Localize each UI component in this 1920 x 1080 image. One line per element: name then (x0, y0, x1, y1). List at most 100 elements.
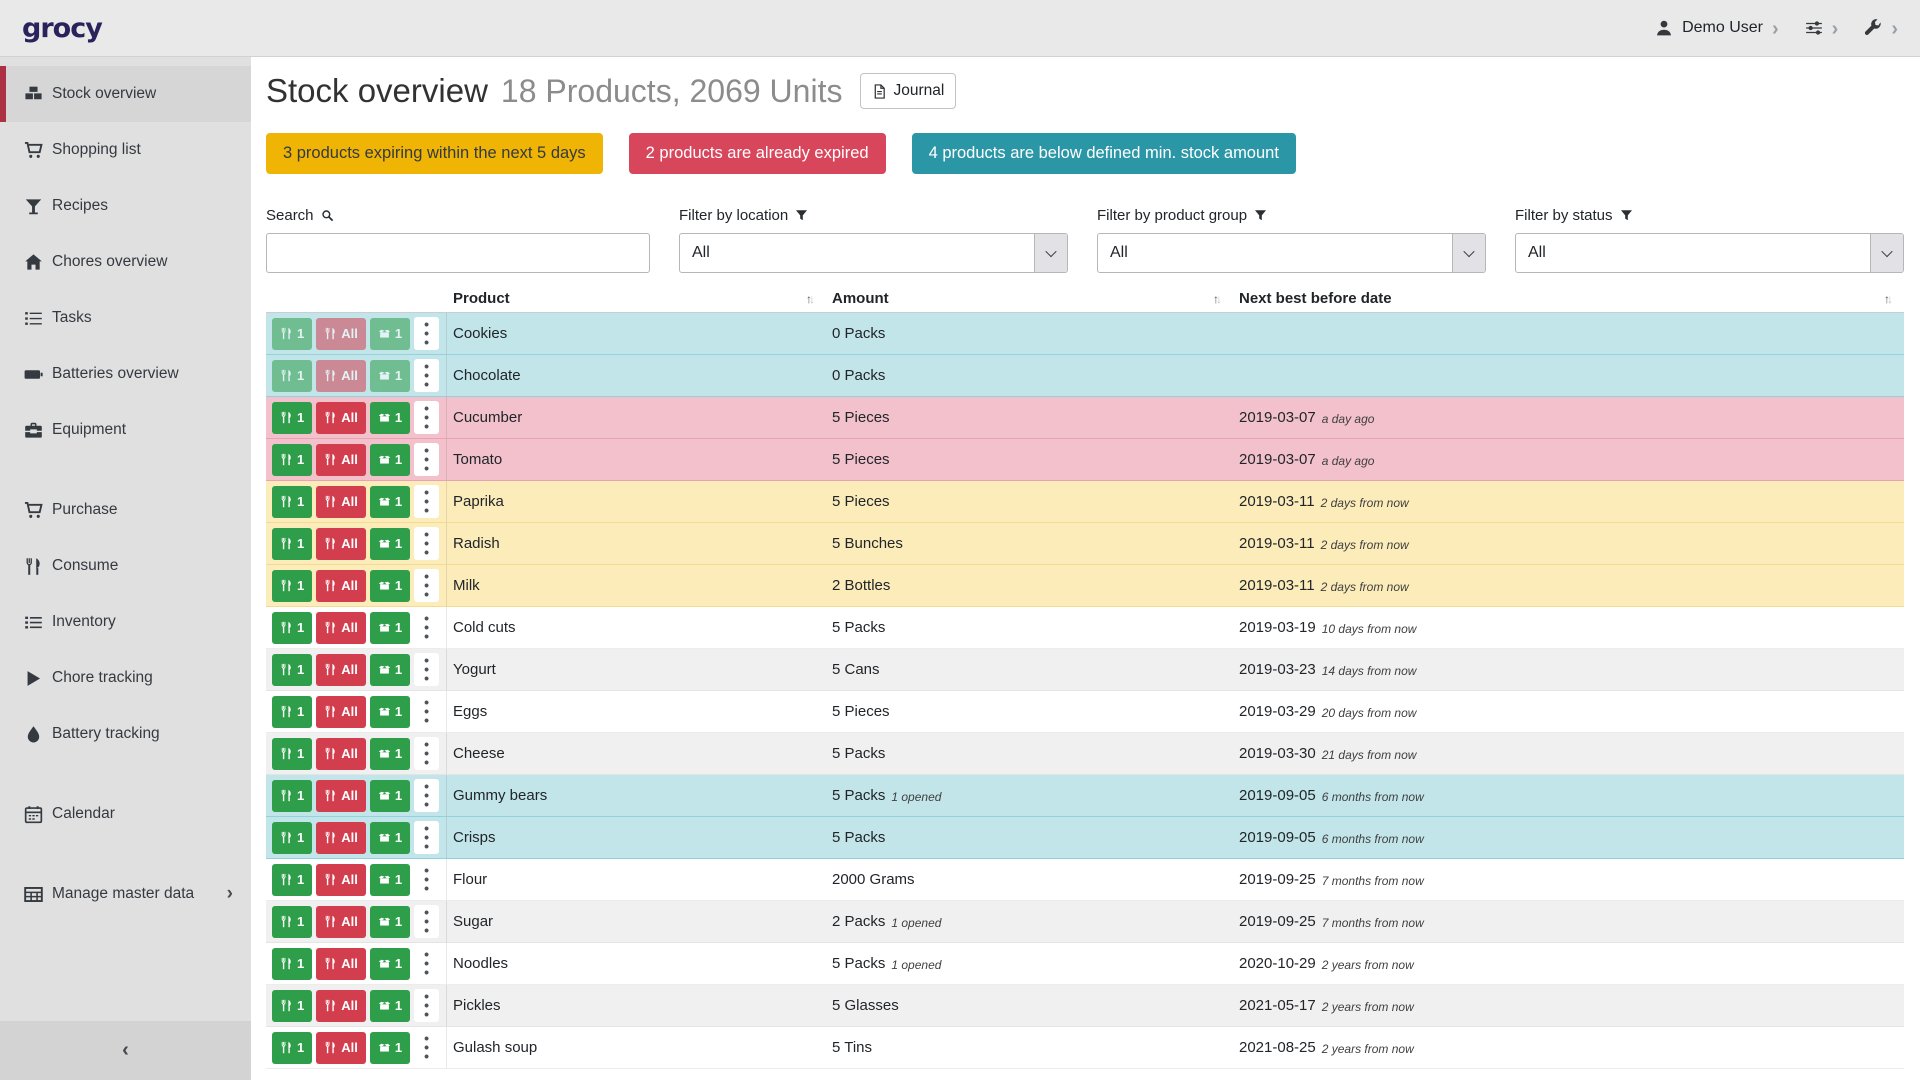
open-one-button[interactable]: 1 (369, 821, 411, 854)
expired-badge[interactable]: 2 products are already expired (628, 133, 886, 174)
consume-all-button[interactable]: All (316, 401, 366, 434)
sidebar-item-consume[interactable]: Consume (0, 538, 251, 594)
grocy-logo[interactable]: grocy (22, 12, 103, 44)
sidebar-item-chores-overview[interactable]: Chores overview (0, 234, 251, 290)
consume-one-button[interactable]: 1 (272, 947, 313, 980)
row-menu-button[interactable]: • • • (414, 820, 440, 854)
sidebar-item-calendar[interactable]: Calendar (0, 786, 251, 842)
consume-all-button[interactable]: All (316, 1031, 366, 1064)
open-one-button[interactable]: 1 (369, 401, 411, 434)
consume-one-button[interactable]: 1 (272, 695, 313, 728)
row-menu-button[interactable]: • • • (414, 862, 440, 896)
admin-menu[interactable]: › (1864, 18, 1898, 39)
sidebar-item-tasks[interactable]: Tasks (0, 290, 251, 346)
open-one-button[interactable]: 1 (369, 947, 411, 980)
row-menu-button[interactable]: • • • (414, 358, 440, 392)
sidebar-item-manage-master-data[interactable]: Manage master data › (0, 866, 251, 922)
consume-one-button[interactable]: 1 (272, 1031, 313, 1064)
sidebar-item-purchase[interactable]: Purchase (0, 482, 251, 538)
open-one-button[interactable]: 1 (369, 863, 411, 896)
search-input[interactable] (266, 233, 650, 273)
consume-one-button[interactable]: 1 (272, 485, 313, 518)
sidebar-item-shopping-list[interactable]: Shopping list (0, 122, 251, 178)
row-menu-button[interactable]: • • • (414, 484, 440, 518)
consume-one-button[interactable]: 1 (272, 779, 313, 812)
row-menu-button[interactable]: • • • (414, 1030, 440, 1064)
consume-all-button[interactable]: All (316, 779, 366, 812)
consume-one-button[interactable]: 1 (272, 359, 313, 392)
sidebar-collapse-button[interactable]: ‹ (0, 1021, 251, 1080)
consume-all-button[interactable]: All (316, 695, 366, 728)
below-min-stock-badge[interactable]: 4 products are below defined min. stock … (911, 133, 1296, 174)
consume-all-button[interactable]: All (316, 485, 366, 518)
open-one-button[interactable]: 1 (369, 527, 411, 560)
open-one-button[interactable]: 1 (369, 1031, 411, 1064)
row-menu-button[interactable]: • • • (414, 694, 440, 728)
consume-all-button[interactable]: All (316, 317, 366, 350)
consume-one-button[interactable]: 1 (272, 443, 313, 476)
sidebar-item-recipes[interactable]: Recipes (0, 178, 251, 234)
row-menu-button[interactable]: • • • (414, 568, 440, 602)
sidebar-item-inventory[interactable]: Inventory (0, 594, 251, 650)
sidebar-item-battery-tracking[interactable]: Battery tracking (0, 706, 251, 762)
consume-one-button[interactable]: 1 (272, 737, 313, 770)
user-menu[interactable]: Demo User › (1655, 18, 1779, 39)
row-menu-button[interactable]: • • • (414, 652, 440, 686)
sidebar-item-batteries-overview[interactable]: Batteries overview (0, 346, 251, 402)
consume-one-button[interactable]: 1 (272, 989, 313, 1022)
consume-one-button[interactable]: 1 (272, 611, 313, 644)
open-one-button[interactable]: 1 (369, 485, 411, 518)
row-menu-button[interactable]: • • • (414, 988, 440, 1022)
row-menu-button[interactable]: • • • (414, 736, 440, 770)
consume-all-button[interactable]: All (316, 821, 366, 854)
row-menu-button[interactable]: • • • (414, 904, 440, 938)
consume-all-button[interactable]: All (316, 947, 366, 980)
settings-menu[interactable]: › (1805, 18, 1838, 39)
consume-all-button[interactable]: All (316, 569, 366, 602)
best-before-column-header[interactable]: Next best before date ↑↓ (1239, 290, 1893, 307)
consume-all-button[interactable]: All (316, 527, 366, 560)
open-one-button[interactable]: 1 (369, 443, 411, 476)
consume-one-button[interactable]: 1 (272, 863, 313, 896)
consume-all-button[interactable]: All (316, 443, 366, 476)
row-menu-button[interactable]: • • • (414, 610, 440, 644)
open-one-button[interactable]: 1 (369, 359, 411, 392)
open-one-button[interactable]: 1 (369, 569, 411, 602)
row-menu-button[interactable]: • • • (414, 778, 440, 812)
sidebar-item-chore-tracking[interactable]: Chore tracking (0, 650, 251, 706)
consume-one-button[interactable]: 1 (272, 653, 313, 686)
consume-all-button[interactable]: All (316, 863, 366, 896)
journal-button[interactable]: Journal (860, 73, 957, 109)
consume-all-button[interactable]: All (316, 989, 366, 1022)
consume-all-button[interactable]: All (316, 359, 366, 392)
consume-one-button[interactable]: 1 (272, 401, 313, 434)
row-menu-button[interactable]: • • • (414, 316, 440, 350)
row-menu-button[interactable]: • • • (414, 442, 440, 476)
consume-one-button[interactable]: 1 (272, 821, 313, 854)
open-one-button[interactable]: 1 (369, 695, 411, 728)
open-one-button[interactable]: 1 (369, 989, 411, 1022)
row-menu-button[interactable]: • • • (414, 400, 440, 434)
open-one-button[interactable]: 1 (369, 779, 411, 812)
row-menu-button[interactable]: • • • (414, 526, 440, 560)
open-one-button[interactable]: 1 (369, 653, 411, 686)
consume-one-button[interactable]: 1 (272, 569, 313, 602)
consume-one-button[interactable]: 1 (272, 527, 313, 560)
consume-one-button[interactable]: 1 (272, 905, 313, 938)
open-one-button[interactable]: 1 (369, 317, 411, 350)
consume-one-button[interactable]: 1 (272, 317, 313, 350)
expiring-badge[interactable]: 3 products expiring within the next 5 da… (266, 133, 603, 174)
consume-all-button[interactable]: All (316, 737, 366, 770)
product-group-select[interactable]: All (1097, 233, 1486, 273)
consume-all-button[interactable]: All (316, 611, 366, 644)
consume-all-button[interactable]: All (316, 653, 366, 686)
open-one-button[interactable]: 1 (369, 737, 411, 770)
row-menu-button[interactable]: • • • (414, 946, 440, 980)
open-one-button[interactable]: 1 (369, 611, 411, 644)
status-select[interactable]: All (1515, 233, 1904, 273)
product-column-header[interactable]: Product ↑↓ (453, 290, 815, 307)
sidebar-item-stock-overview[interactable]: Stock overview (0, 66, 251, 122)
open-one-button[interactable]: 1 (369, 905, 411, 938)
location-select[interactable]: All (679, 233, 1068, 273)
amount-column-header[interactable]: Amount ↑↓ (832, 290, 1222, 307)
